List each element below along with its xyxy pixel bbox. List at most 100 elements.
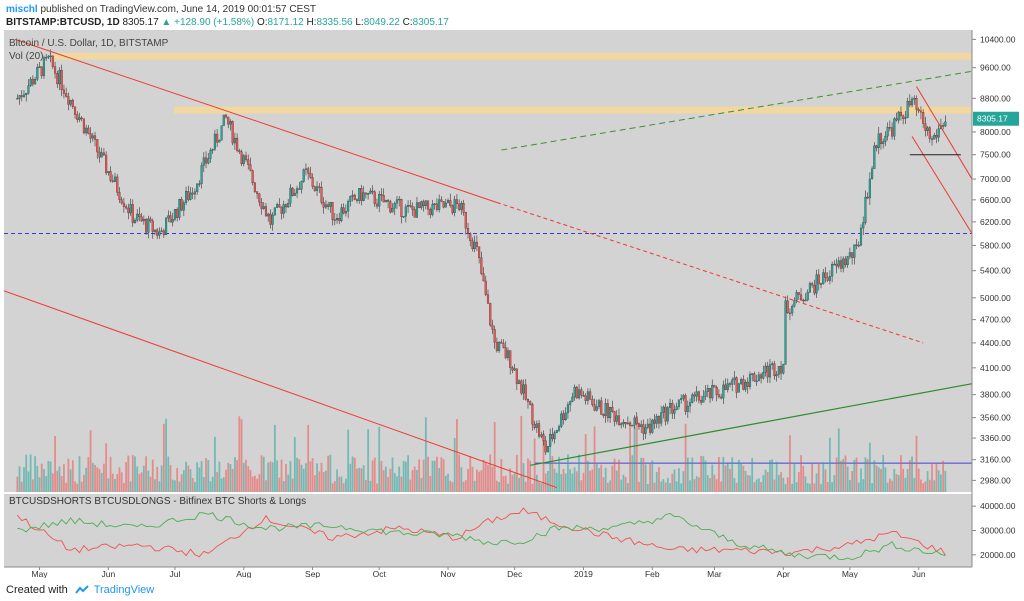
volume-bar [480,470,483,492]
volume-bar [762,475,765,492]
candle-body [555,430,558,433]
candle-body [122,202,125,207]
volume-bar [245,459,247,492]
volume-bar [180,474,183,492]
candle-body [895,118,898,121]
candle-body [258,193,261,203]
candle-body [815,274,818,294]
candle-body [662,406,665,413]
volume-bar [342,483,345,492]
volume-bar [513,473,516,492]
candle-body [22,94,26,97]
candle-body [249,164,252,171]
candle-body [105,154,108,174]
volume-bar [475,469,478,492]
volume-bar [187,465,190,492]
candle-body [127,207,130,214]
candle-body [242,155,245,165]
volume-bar [291,478,294,492]
volume-bar [624,477,627,492]
volume-bar [802,465,805,492]
volume-bar [815,473,818,492]
tradingview-brand[interactable]: TradingView [93,584,155,596]
volume-bar [273,424,276,492]
candle-body [176,209,179,218]
candle-body [535,423,538,428]
candle-body [613,411,616,422]
candle-body [116,176,119,193]
volume-bar [200,461,203,492]
volume-bar [884,467,887,492]
volume-bar [926,471,929,492]
volume-bar [233,457,236,492]
candle-body [224,114,228,118]
volume-bar [34,456,36,492]
candle-body [660,412,663,424]
volume-bar [85,467,88,492]
volume-bar [737,459,740,492]
candle-body [80,117,83,120]
volume-bar [247,466,250,492]
candle-body [799,294,803,301]
author-link[interactable]: mischl [6,4,38,15]
volume-bar [671,473,674,492]
volume-bar [94,464,96,492]
volume-bar [429,476,432,492]
price-tick-label: 2980.00 [980,475,1011,485]
volume-bar [222,477,225,492]
candle-body [717,394,720,398]
volume-bar [729,468,731,492]
candle-body [553,432,556,440]
open-value: 8171.12 [267,17,304,28]
candle-body [706,388,709,392]
candle-body [566,404,569,414]
chart-area[interactable]: 2980.00 3160.00 3360.00 3560.00 3800.00 4100.… [3,30,1024,579]
candle-body [819,283,823,285]
candle-body [751,373,754,375]
time-tick-label: Mar [707,569,722,578]
candle-body [446,200,450,204]
volume-bar [145,456,147,492]
candle-body [806,291,809,301]
volume-bar [174,480,176,492]
volume-bar [473,480,476,492]
volume-bar [866,459,869,492]
volume-bar [358,467,361,492]
candle-body [871,168,874,180]
candle-body [771,363,774,365]
candle-body [495,341,498,351]
candle-body [398,198,401,201]
candle-body [884,135,887,142]
volume-bar [20,481,23,492]
candle-body [162,230,165,236]
volume-bar [278,477,281,492]
quote-line: BITSTAMP:BTCUSD, 1D 8305.17 ▲ +128.90 (+… [6,17,449,28]
volume-bar [908,460,911,492]
candle-body [522,384,525,394]
price-tick-label: 7000.00 [980,174,1011,184]
candle-body [915,98,918,110]
volume-bar [511,475,514,492]
chart-svg[interactable]: 2980.00 3160.00 3360.00 3560.00 3800.00 4100.… [3,30,1024,579]
volume-bar [83,474,85,492]
candle-body [96,139,99,153]
candle-body [269,213,272,225]
indicator-layer [16,507,946,561]
candle-body [855,244,858,246]
candle-body [444,202,447,208]
volume-bar [38,477,41,492]
candle-body [835,263,838,267]
candle-body [702,396,705,403]
volume-bar [27,471,30,492]
candle-body [442,201,445,208]
candle-body [424,200,427,207]
candle-body [651,419,654,433]
candle-body [677,399,680,407]
volume-bar [500,459,503,492]
volume-bar [198,467,201,492]
volume-bar [362,465,365,492]
sub-pane-background [4,494,972,567]
candle-body [486,294,490,304]
candle-body [697,391,700,401]
candle-body [178,199,181,218]
